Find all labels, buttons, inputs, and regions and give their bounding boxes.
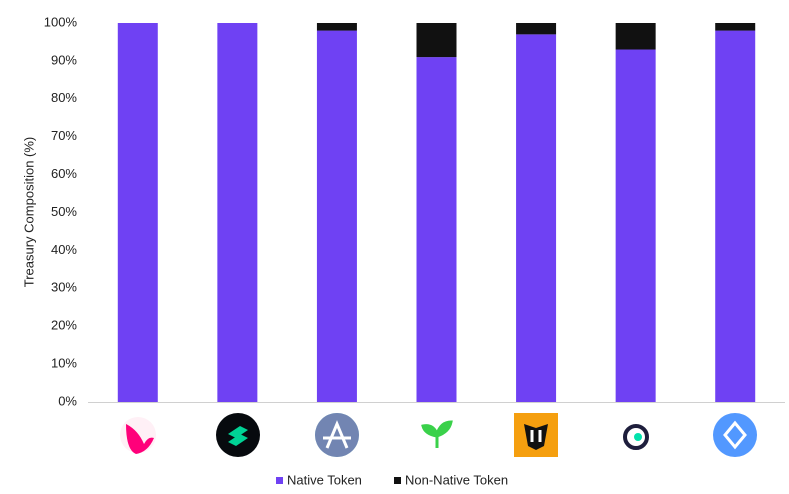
- icon-aave-shape: [323, 420, 351, 449]
- legend-swatch: [276, 477, 283, 484]
- bar-segment: [217, 23, 258, 402]
- bar-segment: [615, 23, 656, 50]
- y-tick-label: 70%: [51, 128, 77, 143]
- y-tick-label: 20%: [51, 318, 77, 333]
- bar-segment: [516, 23, 557, 35]
- bar-segment: [416, 23, 457, 58]
- y-tick-label: 0%: [58, 393, 77, 408]
- y-tick-label: 40%: [51, 242, 77, 257]
- bar-segment: [316, 23, 357, 31]
- y-tick-label: 90%: [51, 52, 77, 67]
- y-tick-label: 80%: [51, 90, 77, 105]
- legend-label: Native Token: [287, 472, 362, 487]
- legend-label: Non-Native Token: [405, 472, 508, 487]
- bar-segment: [715, 23, 756, 31]
- icon-uniswap-shape: [126, 424, 154, 454]
- icon-sprout: [421, 420, 453, 448]
- icon-badger-stripes: [530, 430, 542, 442]
- legend: Native Token Non-Native Token: [276, 472, 508, 487]
- icon-ens: [713, 413, 757, 457]
- bar-segment: [615, 49, 656, 402]
- bar-segment: [117, 23, 158, 402]
- y-tick-label: 60%: [51, 166, 77, 181]
- icon-gitcoin: [623, 424, 649, 450]
- y-tick-label: 30%: [51, 280, 77, 295]
- y-tick-label: 10%: [51, 356, 77, 371]
- icons: [120, 413, 757, 457]
- bar-segment: [416, 57, 457, 403]
- icon-badger-face: [524, 424, 548, 450]
- y-tick-label: 100%: [44, 14, 78, 29]
- y-axis-label: Treasury Composition (%): [21, 137, 36, 288]
- y-tick-label: 50%: [51, 204, 77, 219]
- bar-segment: [715, 30, 756, 403]
- icon-aave-tint: [315, 413, 359, 457]
- legend-swatch: [394, 477, 401, 484]
- icon-ens-shape: [723, 420, 747, 450]
- bar-segment: [316, 30, 357, 403]
- bar-segment: [516, 34, 557, 403]
- icon-gitcoin-eye: [634, 433, 642, 441]
- icon-compound-shape: [228, 426, 248, 446]
